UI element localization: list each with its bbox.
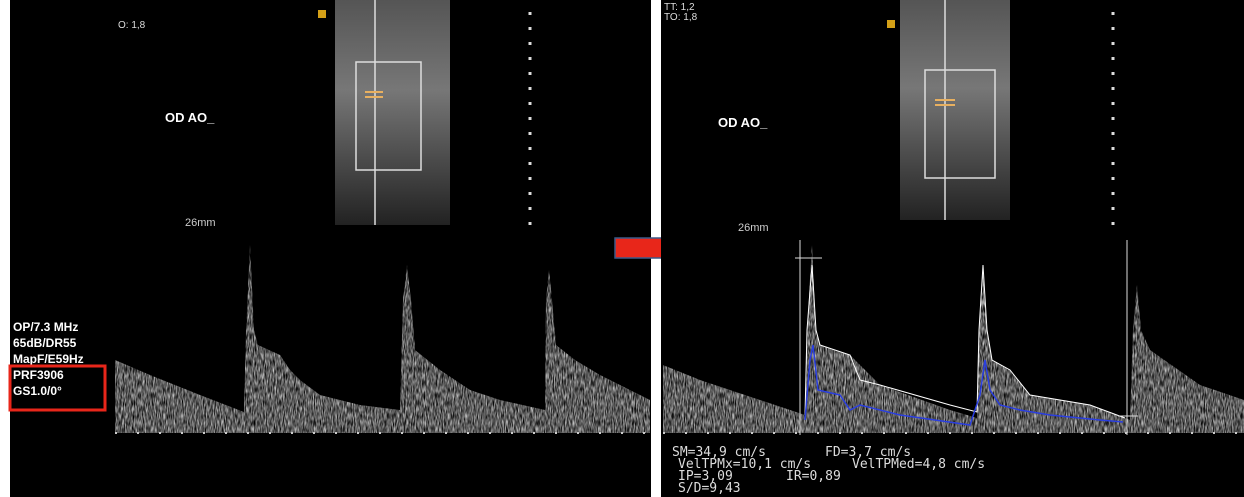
probe-mark <box>318 10 326 18</box>
setting: OP/7.3 MHz <box>13 320 78 334</box>
measurement: VelTPMed=4,8 cm/s <box>852 457 985 472</box>
vessel-label: OD AO_ <box>718 115 768 130</box>
header-text: TO: 1,8 <box>664 12 698 23</box>
probe-mark <box>887 20 895 28</box>
header-text: O: 1,8 <box>118 20 146 31</box>
screen: O: 1,8 OD AO_ 26mm OP/7.3 MHz 65dB/DR55 … <box>0 0 1244 497</box>
measurement: IR=0,89 <box>786 469 841 484</box>
b-mode-image <box>335 0 450 225</box>
depth-label: 26mm <box>738 222 769 234</box>
depth-label: 26mm <box>185 217 216 229</box>
setting: 65dB/DR55 <box>13 336 77 350</box>
setting: MapF/E59Hz <box>13 352 84 366</box>
vessel-label: OD AO_ <box>165 110 215 125</box>
b-mode-image <box>900 0 1010 220</box>
setting: PRF3906 <box>13 368 64 382</box>
measurement: S/D=9,43 <box>678 481 741 496</box>
setting: GS1.0/0° <box>13 384 62 398</box>
